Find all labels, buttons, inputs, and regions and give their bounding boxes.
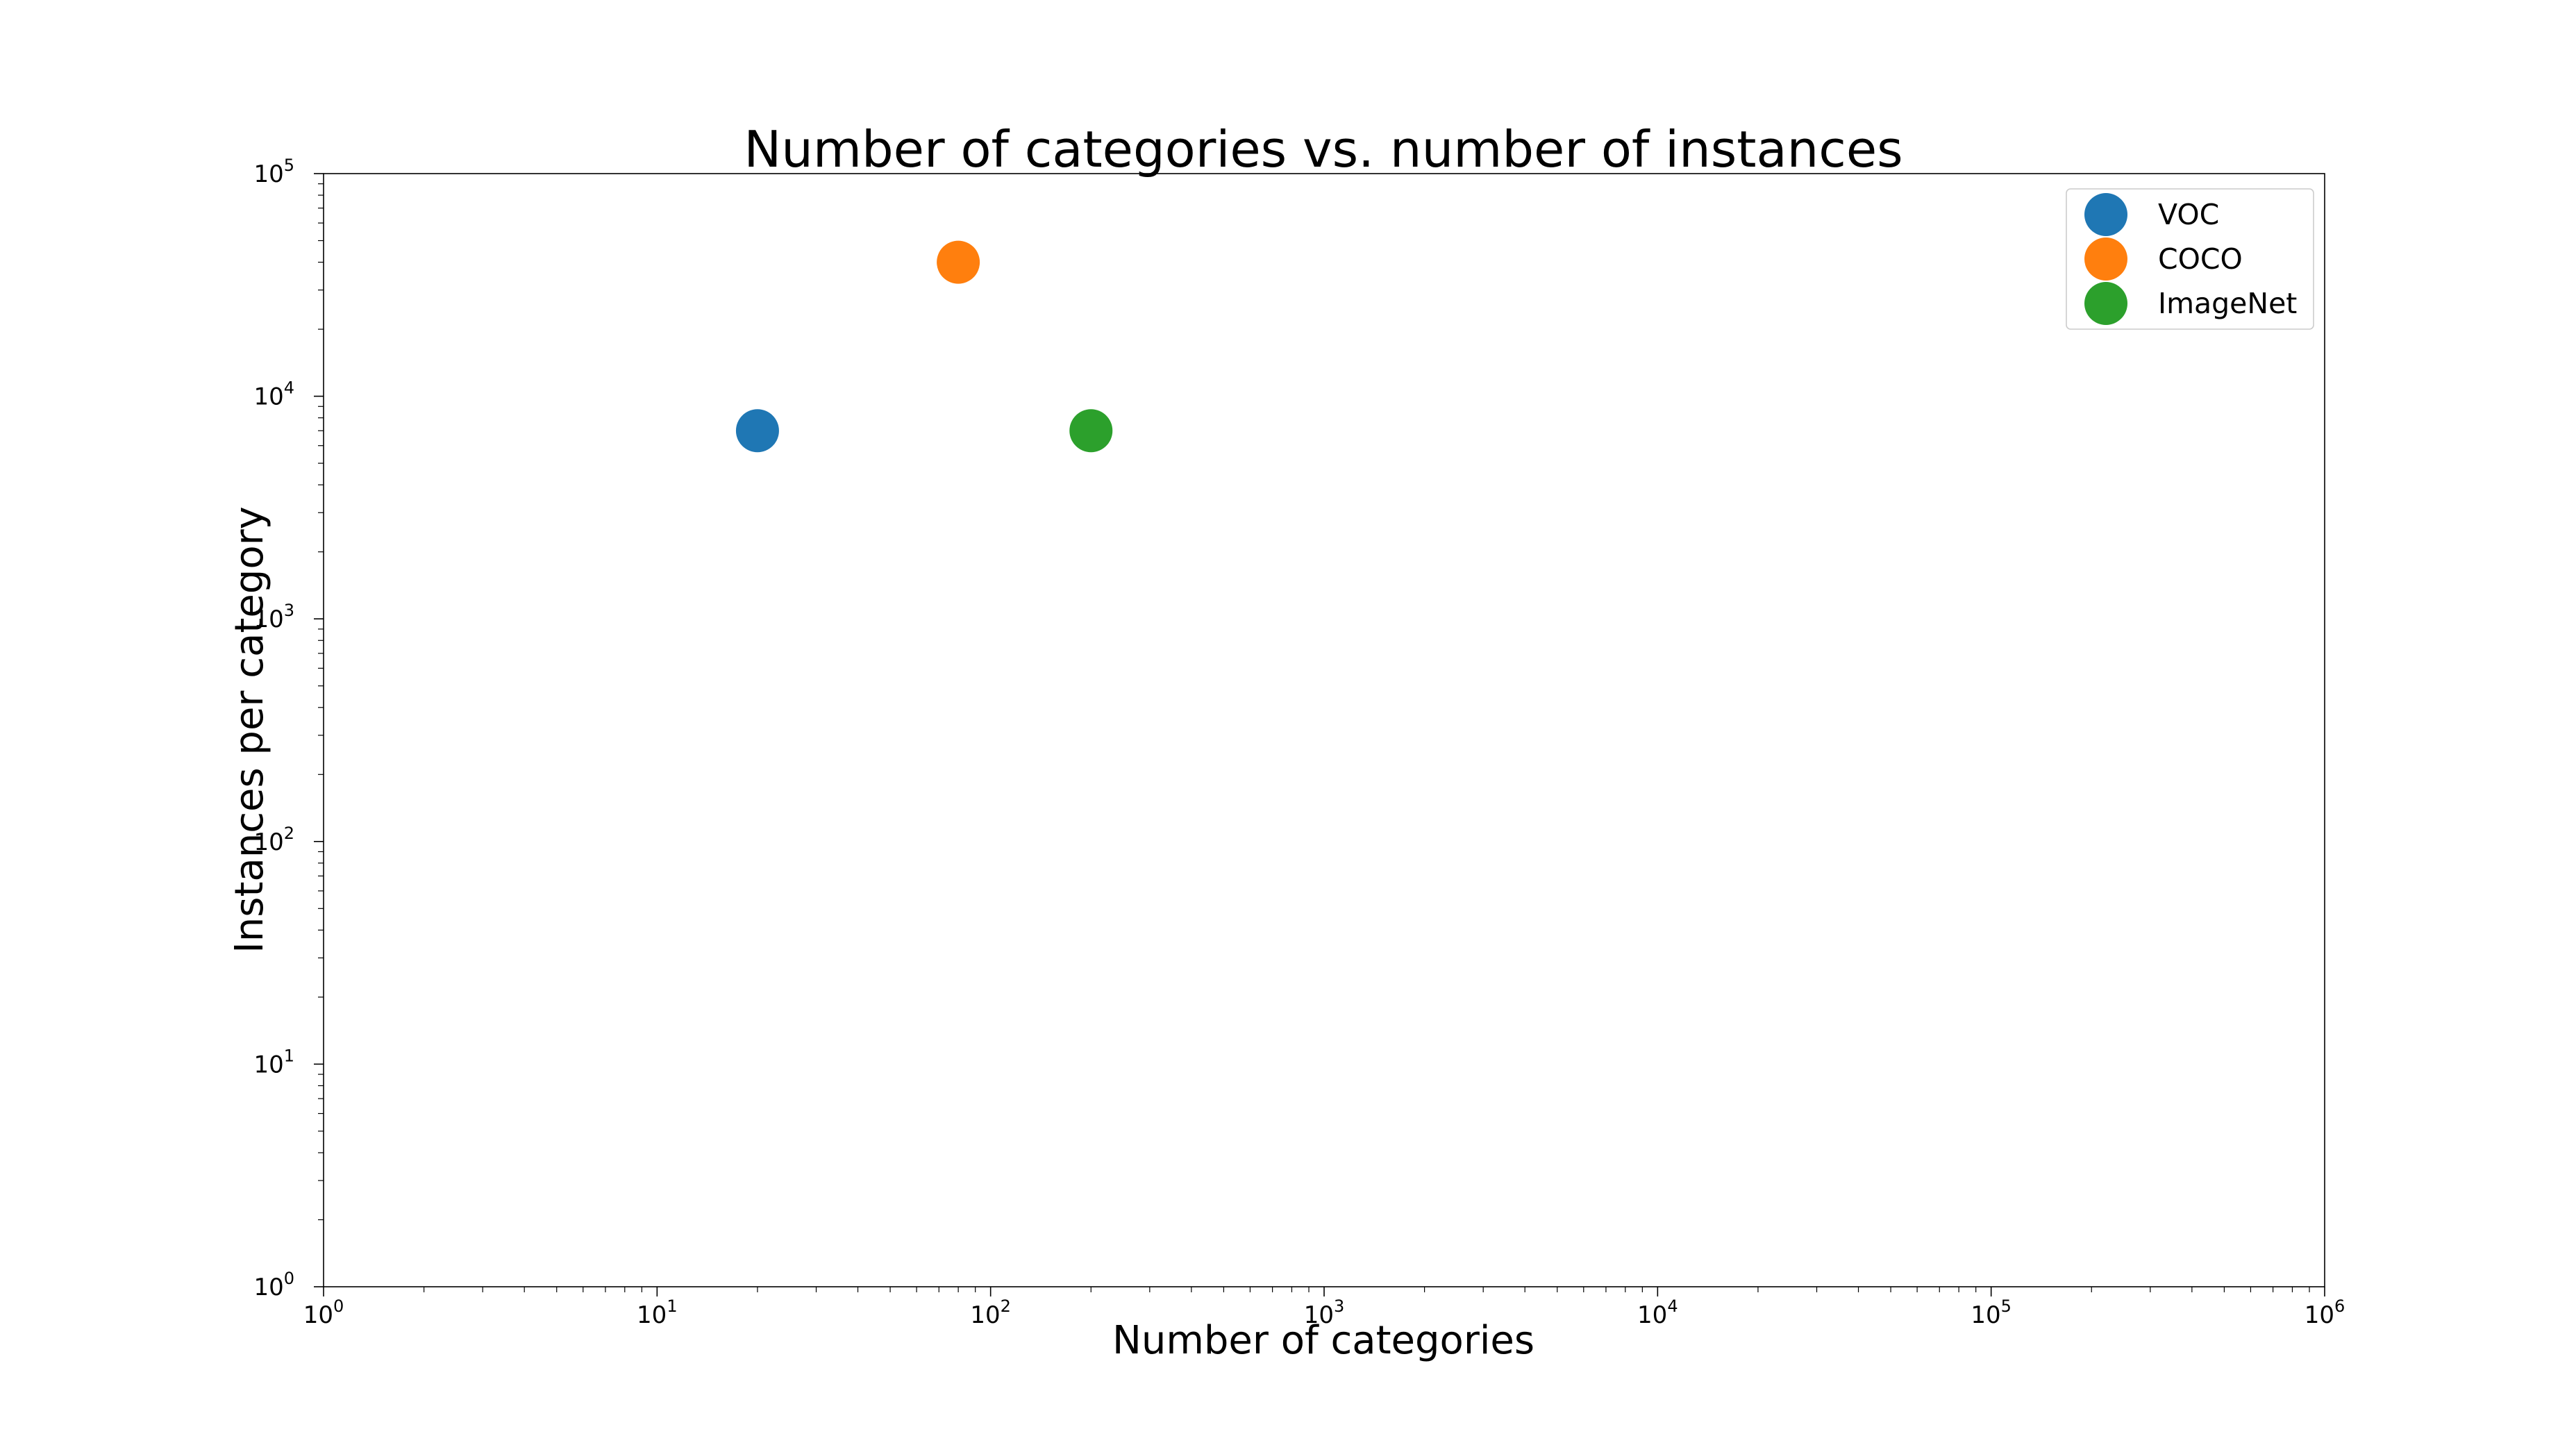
y-tick-exponent: 5 [284, 156, 294, 175]
x-tick-base: 10 [637, 1301, 667, 1329]
x-tick-label: 100 [303, 1296, 344, 1329]
legend-item-voc: VOC [2084, 193, 2219, 236]
x-tick-label: 103 [1304, 1296, 1345, 1329]
data-point-coco [937, 240, 980, 284]
y-tick-label: 105 [253, 156, 294, 188]
legend: VOC COCO ImageNet [2066, 188, 2314, 330]
legend-frame [2066, 188, 2314, 330]
legend-marker [2084, 282, 2127, 325]
y-tick-base: 10 [253, 383, 283, 411]
x-tick-exponent: 4 [1667, 1296, 1678, 1316]
x-tick-exponent: 6 [2334, 1296, 2345, 1316]
y-tick-label: 102 [253, 824, 294, 856]
plot-frame [323, 173, 2325, 1287]
y-tick-label: 101 [253, 1046, 294, 1078]
data-point-imagenet [1069, 409, 1113, 453]
legend-label: ImageNet [2158, 287, 2297, 320]
y-tick-base: 10 [253, 160, 283, 188]
x-tick-exponent: 2 [1001, 1296, 1011, 1316]
x-tick-base: 10 [1637, 1301, 1667, 1329]
x-tick-label: 102 [970, 1296, 1011, 1329]
x-tick-base: 10 [1971, 1301, 2000, 1329]
legend-item-coco: COCO [2084, 237, 2243, 281]
y-tick-exponent: 2 [284, 824, 294, 843]
x-tick-exponent: 1 [667, 1296, 677, 1316]
y-tick-exponent: 1 [284, 1046, 294, 1065]
x-tick-label: 106 [2305, 1296, 2345, 1329]
legend-label: COCO [2158, 242, 2243, 276]
x-tick-label: 101 [637, 1296, 678, 1329]
x-tick-base: 10 [1304, 1301, 1334, 1329]
x-tick-base: 10 [970, 1301, 1000, 1329]
x-tick-exponent: 5 [2001, 1296, 2012, 1316]
chart-title: Number of categories vs. number of insta… [744, 120, 1902, 178]
y-tick-exponent: 0 [284, 1269, 294, 1288]
y-tick-exponent: 3 [284, 601, 294, 620]
legend-marker [2084, 193, 2127, 236]
x-tick-exponent: 3 [1334, 1296, 1344, 1316]
y-tick-base: 10 [253, 1274, 283, 1301]
y-tick-base: 10 [253, 828, 283, 856]
y-axis-title: Instances per category [227, 506, 272, 953]
x-tick-label: 105 [1971, 1296, 2012, 1329]
x-tick-label: 104 [1637, 1296, 1678, 1329]
y-tick-label: 103 [253, 601, 294, 633]
y-tick-base: 10 [253, 606, 283, 633]
y-tick-base: 10 [253, 1051, 283, 1078]
x-axis-title: Number of categories [1112, 1318, 1534, 1363]
y-tick-label: 100 [253, 1269, 294, 1301]
legend-item-imagenet: ImageNet [2084, 282, 2297, 325]
y-tick-exponent: 4 [284, 378, 294, 398]
y-tick-label: 104 [253, 378, 294, 411]
legend-marker [2084, 237, 2127, 281]
x-tick-base: 10 [303, 1301, 333, 1329]
legend-label: VOC [2158, 198, 2219, 231]
data-point-voc [735, 409, 779, 453]
x-tick-base: 10 [2305, 1301, 2334, 1329]
x-tick-exponent: 0 [333, 1296, 344, 1316]
